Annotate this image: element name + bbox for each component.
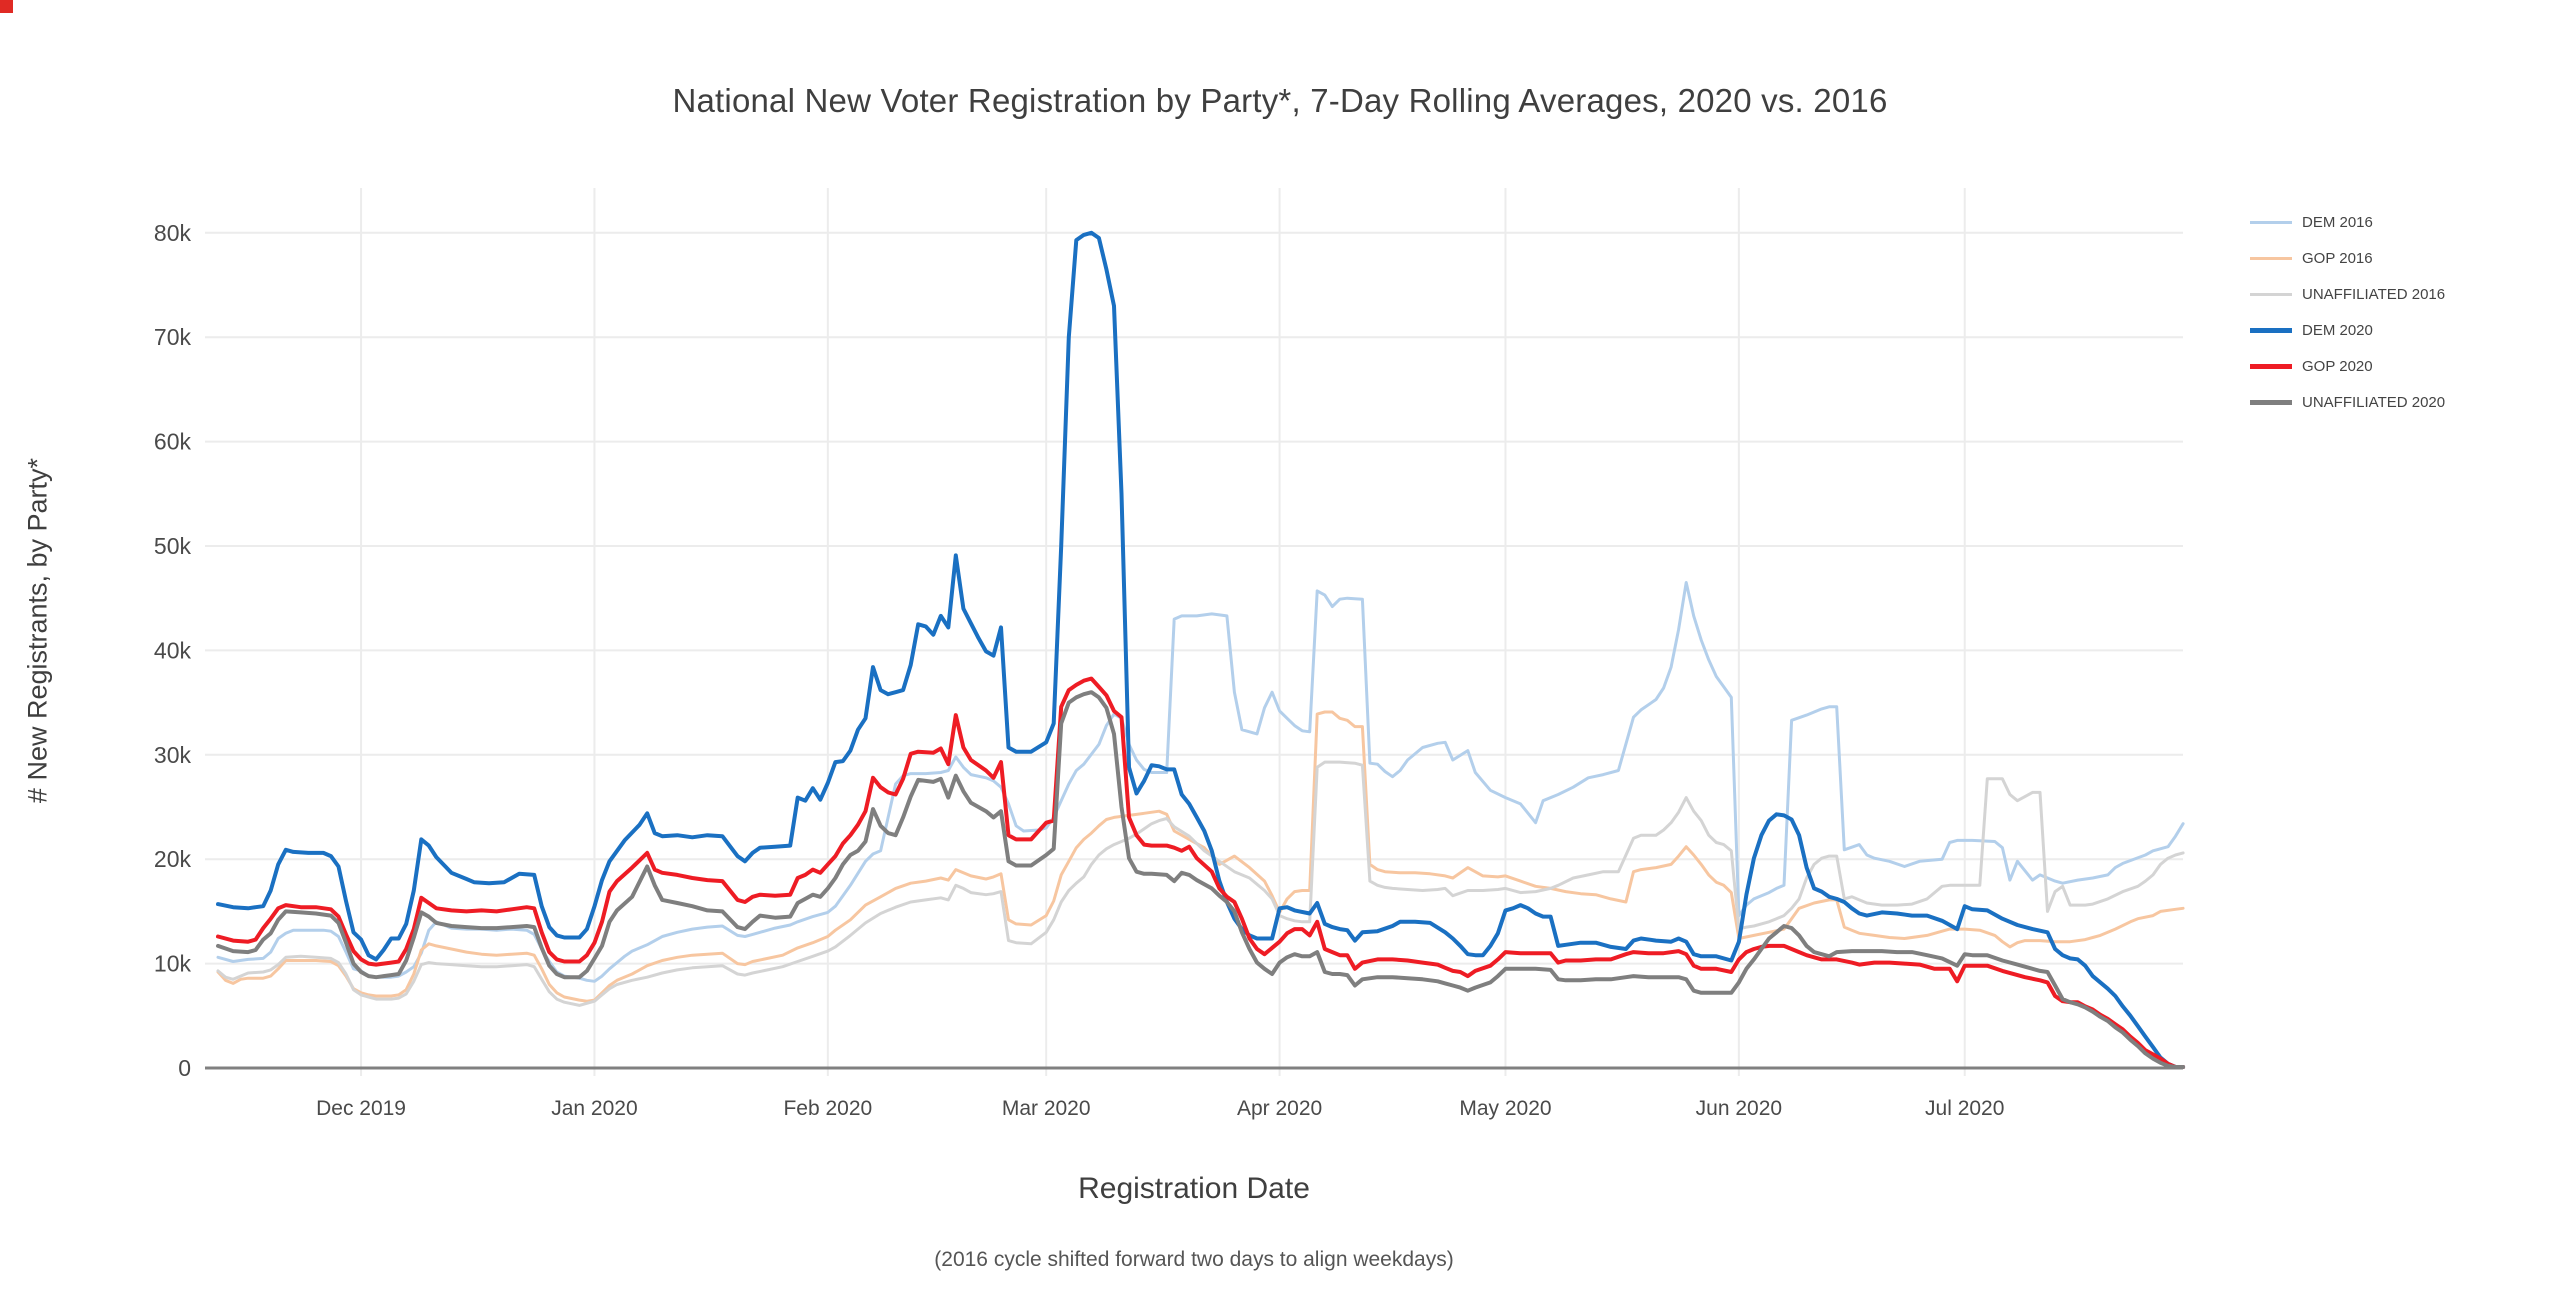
series-line-dem-2020 xyxy=(216,230,2186,1069)
y-tick-label: 0 xyxy=(178,1055,191,1081)
x-tick-label: Mar 2020 xyxy=(1002,1097,1091,1120)
legend-swatch xyxy=(2250,327,2292,333)
legend-label: GOP 2016 xyxy=(2302,249,2373,267)
legend-item-unaffiliated-2020[interactable]: UNAFFILIATED 2020 xyxy=(2250,384,2445,420)
y-tick-label: 40k xyxy=(154,637,192,663)
legend-item-dem-2020[interactable]: DEM 2020 xyxy=(2250,312,2445,348)
legend-label: UNAFFILIATED 2016 xyxy=(2302,285,2446,303)
chart-title: National New Voter Registration by Party… xyxy=(672,82,1888,119)
legend-swatch xyxy=(2250,256,2292,260)
legend-swatch xyxy=(2250,220,2292,224)
x-tick-label: Feb 2020 xyxy=(783,1097,872,1120)
corner-marker xyxy=(0,0,13,13)
series-line-gop-2020 xyxy=(216,676,2186,1069)
series-line-unaffiliated-2020 xyxy=(216,690,2186,1069)
legend-swatch xyxy=(2250,399,2292,405)
legend-swatch xyxy=(2250,363,2292,369)
x-tick-label: May 2020 xyxy=(1459,1097,1551,1120)
legend-item-dem-2016[interactable]: DEM 2016 xyxy=(2250,204,2445,240)
x-tick-label: Dec 2019 xyxy=(316,1097,406,1120)
legend: DEM 2016 GOP 2016 UNAFFILIATED 2016 DEM 202… xyxy=(2250,204,2445,420)
legend-label: DEM 2020 xyxy=(2302,321,2373,339)
y-tick-label: 30k xyxy=(154,742,192,768)
x-tick-label: Jun 2020 xyxy=(1696,1097,1782,1120)
y-tick-label: 80k xyxy=(154,220,192,246)
legend-label: DEM 2016 xyxy=(2302,213,2373,231)
x-axis-title: Registration Date xyxy=(1078,1172,1310,1205)
legend-item-gop-2020[interactable]: GOP 2020 xyxy=(2250,348,2445,384)
x-tick-label: Jul 2020 xyxy=(1925,1097,2004,1120)
x-tick-label: Apr 2020 xyxy=(1237,1097,1322,1120)
y-tick-label: 20k xyxy=(154,846,192,872)
legend-label: GOP 2020 xyxy=(2302,357,2373,375)
chart-footnote: (2016 cycle shifted forward two days to … xyxy=(934,1248,1454,1271)
y-tick-label: 70k xyxy=(154,324,192,350)
series-line-dem-2016 xyxy=(216,581,2185,983)
series-line-unaffiliated-2016 xyxy=(216,760,2185,1007)
y-tick-label: 60k xyxy=(154,429,192,455)
legend-swatch xyxy=(2250,292,2292,296)
legend-item-unaffiliated-2016[interactable]: UNAFFILIATED 2016 xyxy=(2250,276,2445,312)
y-axis-title: # New Registrants, by Party* xyxy=(22,457,53,804)
y-tick-label: 10k xyxy=(154,951,192,977)
series-line-gop-2016 xyxy=(216,710,2185,1003)
x-tick-label: Jan 2020 xyxy=(551,1097,637,1120)
y-tick-label: 50k xyxy=(154,533,192,559)
legend-item-gop-2016[interactable]: GOP 2016 xyxy=(2250,240,2445,276)
legend-label: UNAFFILIATED 2020 xyxy=(2302,393,2446,411)
